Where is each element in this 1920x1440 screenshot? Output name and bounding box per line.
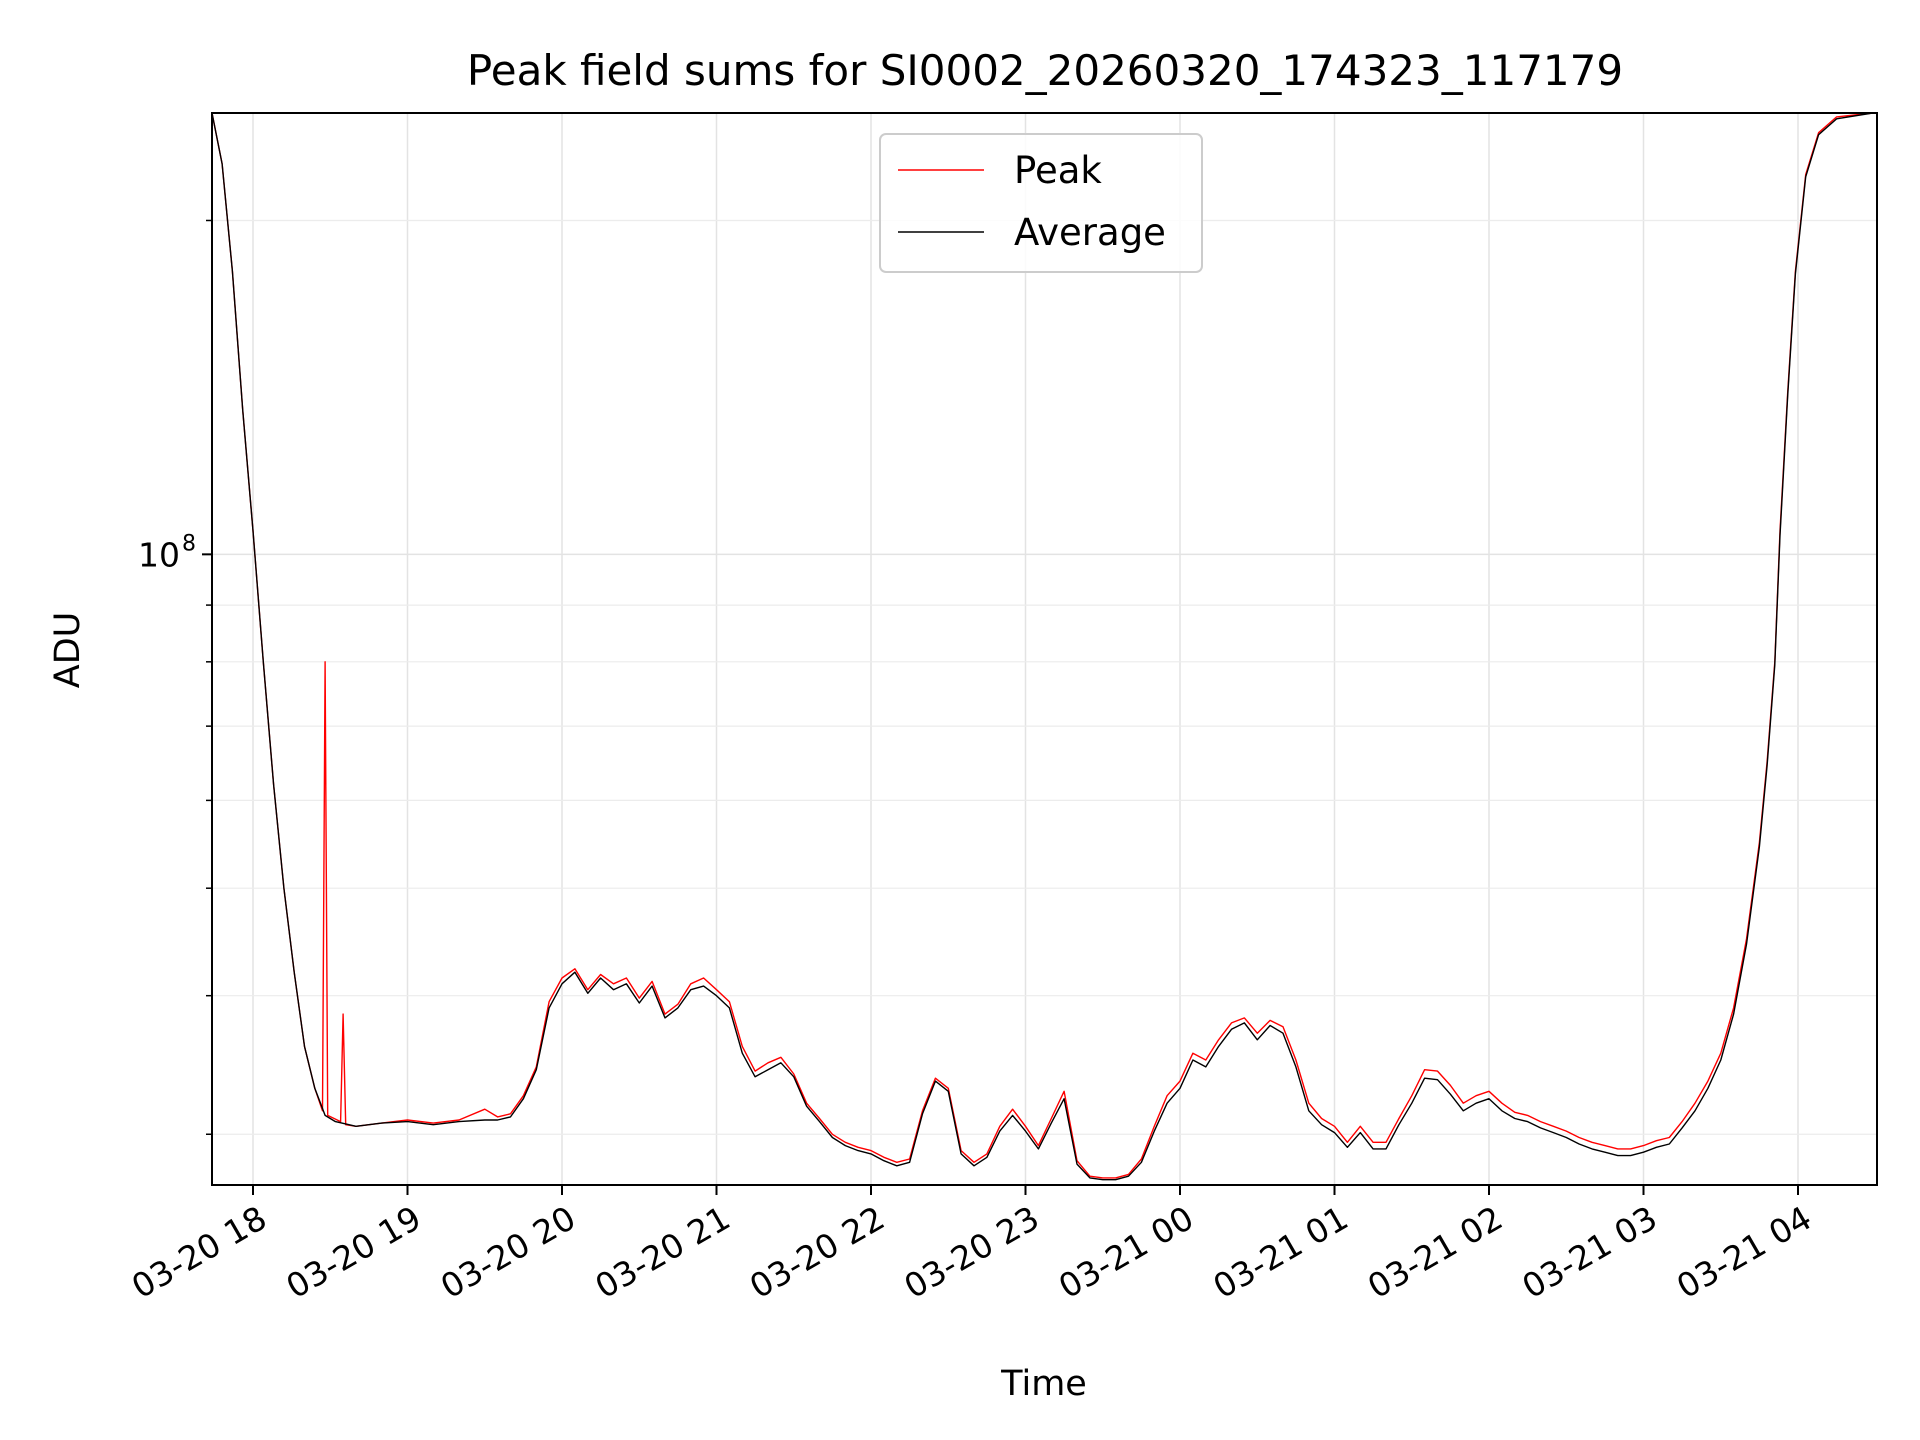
y-tick-label: 10 bbox=[138, 535, 180, 574]
legend: Peak Average bbox=[879, 133, 1203, 273]
y-tick-exponent: 8 bbox=[182, 531, 196, 556]
series-line-peak bbox=[211, 112, 1873, 1179]
legend-label-peak: Peak bbox=[1014, 149, 1102, 192]
legend-box bbox=[879, 133, 1203, 273]
grid-lines bbox=[212, 113, 1877, 1185]
series-layer bbox=[211, 112, 1873, 1181]
y-axis-label: ADU bbox=[48, 612, 88, 689]
y-axis: 10 8 bbox=[138, 219, 212, 1136]
series-line-average bbox=[211, 112, 1873, 1181]
x-axis-label: Time bbox=[1000, 1364, 1087, 1404]
chart-title: Peak field sums for SI0002_20260320_1743… bbox=[467, 46, 1623, 95]
legend-label-average: Average bbox=[1014, 211, 1166, 254]
plot-frame bbox=[211, 112, 1878, 1186]
